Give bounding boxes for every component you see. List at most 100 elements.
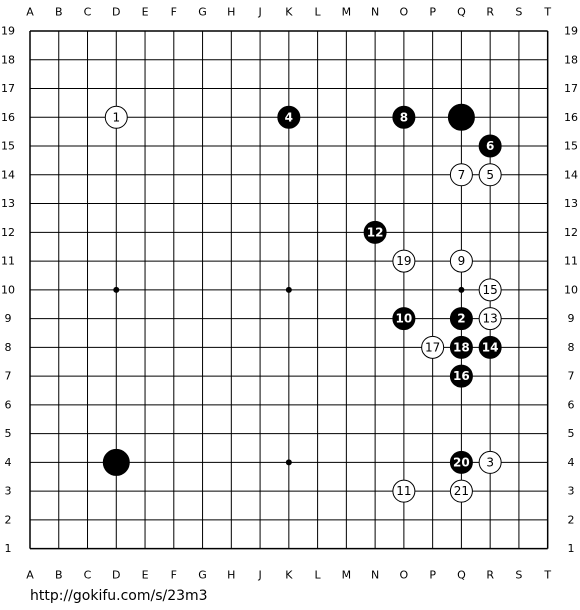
stone (447, 103, 475, 131)
column-label: R (486, 569, 494, 582)
stone (478, 278, 502, 302)
move-number: 13 (483, 312, 498, 326)
column-label: K (285, 569, 293, 582)
move-number: 11 (396, 484, 411, 498)
move-number: 18 (453, 340, 470, 354)
move-number: 17 (425, 340, 440, 354)
move-number: 4 (285, 110, 293, 124)
column-label: E (142, 569, 149, 582)
stone (421, 335, 445, 359)
column-label: F (171, 6, 177, 19)
stone (449, 364, 473, 388)
star-point (285, 459, 292, 466)
column-label: T (543, 569, 551, 582)
row-label: 15 (564, 140, 578, 153)
row-label: 2 (568, 513, 575, 526)
column-label: R (486, 6, 494, 19)
stone (392, 307, 416, 331)
row-label: 6 (568, 398, 575, 411)
row-label: 9 (5, 312, 12, 325)
column-label: H (227, 569, 235, 582)
row-label: 19 (564, 25, 578, 38)
move-number: 16 (453, 369, 470, 383)
row-label: 8 (568, 341, 575, 354)
row-label: 12 (1, 226, 15, 239)
move-number: 1 (112, 110, 120, 124)
row-label: 2 (5, 513, 12, 526)
move-number: 3 (486, 455, 494, 469)
row-label: 7 (568, 370, 575, 383)
move-number: 6 (486, 139, 494, 153)
row-label: 13 (564, 197, 578, 210)
star-point (113, 286, 120, 293)
stone (449, 335, 473, 359)
move-number: 7 (458, 168, 466, 182)
row-label: 1 (568, 542, 575, 555)
column-label: A (26, 569, 34, 582)
row-label: 18 (564, 53, 578, 66)
stone (449, 479, 473, 503)
row-label: 4 (568, 456, 575, 469)
row-label: 12 (564, 226, 578, 239)
stone (478, 134, 502, 158)
column-label: J (257, 6, 261, 19)
column-label: B (55, 6, 63, 19)
column-label: N (371, 6, 379, 19)
move-number: 14 (482, 340, 499, 354)
move-number: 15 (483, 283, 498, 297)
move-number: 10 (396, 312, 413, 326)
row-label: 13 (1, 197, 15, 210)
row-label: 11 (1, 255, 15, 268)
stone (392, 479, 416, 503)
column-label: N (371, 569, 379, 582)
stone (392, 249, 416, 273)
row-label: 16 (1, 111, 15, 124)
column-label: P (429, 569, 436, 582)
column-label: S (515, 6, 522, 19)
move-number: 20 (453, 455, 470, 469)
stone (478, 335, 502, 359)
row-label: 5 (5, 427, 12, 440)
row-label: 4 (5, 456, 12, 469)
star-point (458, 286, 465, 293)
row-label: 10 (564, 283, 578, 296)
column-label: J (257, 569, 261, 582)
stone (449, 307, 473, 331)
stone (392, 105, 416, 129)
column-label: L (315, 569, 322, 582)
row-label: 19 (1, 25, 15, 38)
row-label: 1 (5, 542, 12, 555)
column-label: D (112, 6, 120, 19)
row-label: 3 (5, 485, 12, 498)
column-label: L (315, 6, 322, 19)
column-label: C (84, 569, 92, 582)
stone (449, 249, 473, 273)
column-label: M (342, 6, 352, 19)
row-label: 16 (564, 111, 578, 124)
column-label: T (543, 6, 551, 19)
column-label: P (429, 6, 436, 19)
stone (102, 448, 130, 476)
column-label: S (515, 569, 522, 582)
column-label: D (112, 569, 120, 582)
column-label: O (400, 6, 409, 19)
stone (478, 307, 502, 331)
move-number: 12 (367, 225, 384, 239)
row-label: 14 (1, 168, 15, 181)
stone (277, 105, 301, 129)
column-label: G (198, 569, 207, 582)
star-point (285, 286, 292, 293)
row-label: 3 (568, 485, 575, 498)
row-label: 9 (568, 312, 575, 325)
column-label: K (285, 6, 293, 19)
stone (449, 163, 473, 187)
move-number: 9 (458, 254, 466, 268)
stone (104, 105, 128, 129)
source-url: http://gokifu.com/s/23m3 (30, 588, 208, 604)
row-label: 7 (5, 370, 12, 383)
stone (449, 450, 473, 474)
move-number: 19 (396, 254, 411, 268)
stone (478, 450, 502, 474)
column-label: E (142, 6, 149, 19)
stone (478, 163, 502, 187)
